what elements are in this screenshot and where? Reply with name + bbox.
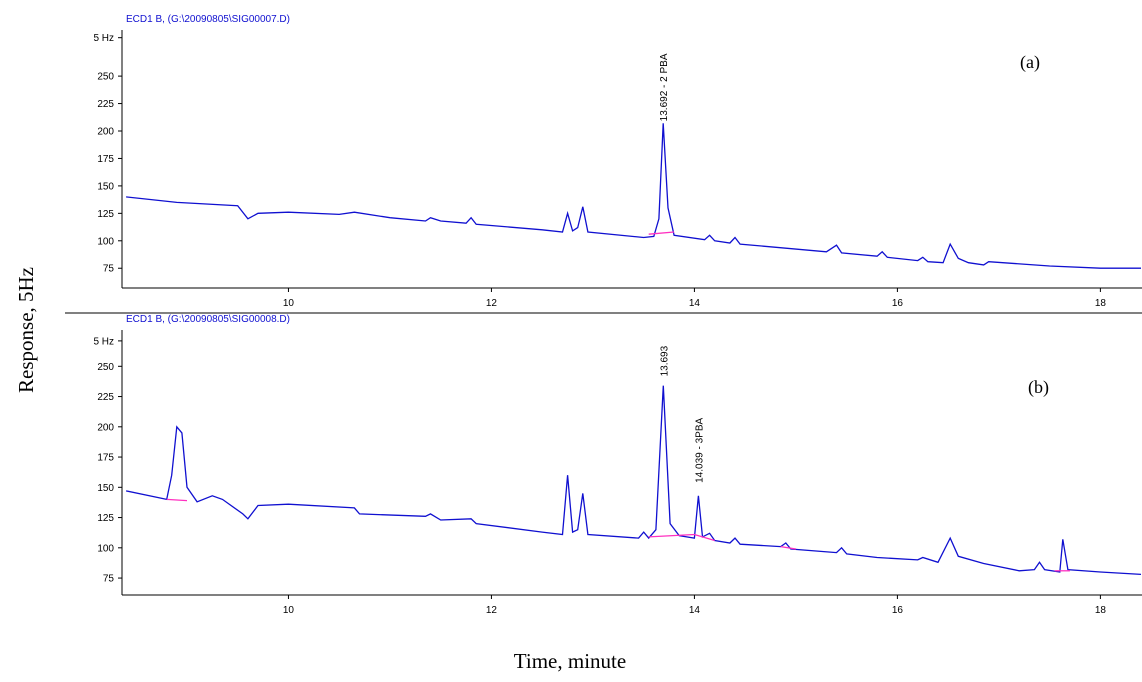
y-tick-label: 5 Hz [93, 336, 114, 347]
trace [126, 123, 1141, 269]
y-tick-label: 75 [103, 574, 115, 585]
peak-label: 13.693 [659, 345, 670, 376]
x-tick-label: 12 [486, 298, 498, 309]
trace [648, 231, 675, 235]
x-tick-label: 18 [1095, 605, 1107, 616]
y-tick-label: 200 [97, 422, 114, 433]
y-tick-label: 100 [97, 543, 114, 554]
y-tick-label: 150 [97, 181, 114, 192]
chart-title: ECD1 B, (G:\20090805\SIG00007.D) [126, 14, 290, 25]
x-axis-label: Time, minute [514, 649, 626, 673]
x-tick-label: 14 [689, 298, 701, 309]
y-tick-label: 175 [97, 453, 114, 464]
x-tick-label: 10 [283, 298, 295, 309]
x-tick-label: 10 [283, 605, 295, 616]
trace [125, 385, 1142, 576]
trace [780, 545, 797, 550]
x-tick-label: 14 [689, 605, 701, 616]
peak-label: 13.692 - 2 PBA [659, 53, 670, 121]
y-tick-label: 225 [97, 99, 114, 110]
y-tick-label: 225 [97, 392, 114, 403]
trace [166, 498, 188, 502]
y-tick-label: 175 [97, 154, 114, 165]
panel-label: (b) [1028, 377, 1049, 398]
x-tick-label: 16 [892, 605, 904, 616]
y-tick-label: 200 [97, 127, 114, 138]
y-tick-label: 250 [97, 72, 114, 83]
panel-label: (a) [1020, 52, 1040, 73]
y-tick-label: 125 [97, 209, 114, 220]
y-tick-label: 75 [103, 264, 115, 275]
y-axis-label: Response, 5Hz [14, 267, 38, 393]
x-tick-label: 18 [1095, 298, 1107, 309]
x-tick-label: 16 [892, 298, 904, 309]
y-tick-label: 5 Hz [93, 33, 114, 44]
y-tick-label: 250 [97, 362, 114, 373]
y-tick-label: 125 [97, 513, 114, 524]
y-tick-label: 150 [97, 483, 114, 494]
trace [648, 533, 715, 542]
chart-title: ECD1 B, (G:\20090805\SIG00008.D) [126, 314, 290, 325]
x-tick-label: 12 [486, 605, 498, 616]
peak-label: 14.039 - 3PBA [694, 418, 705, 483]
y-tick-label: 100 [97, 236, 114, 247]
